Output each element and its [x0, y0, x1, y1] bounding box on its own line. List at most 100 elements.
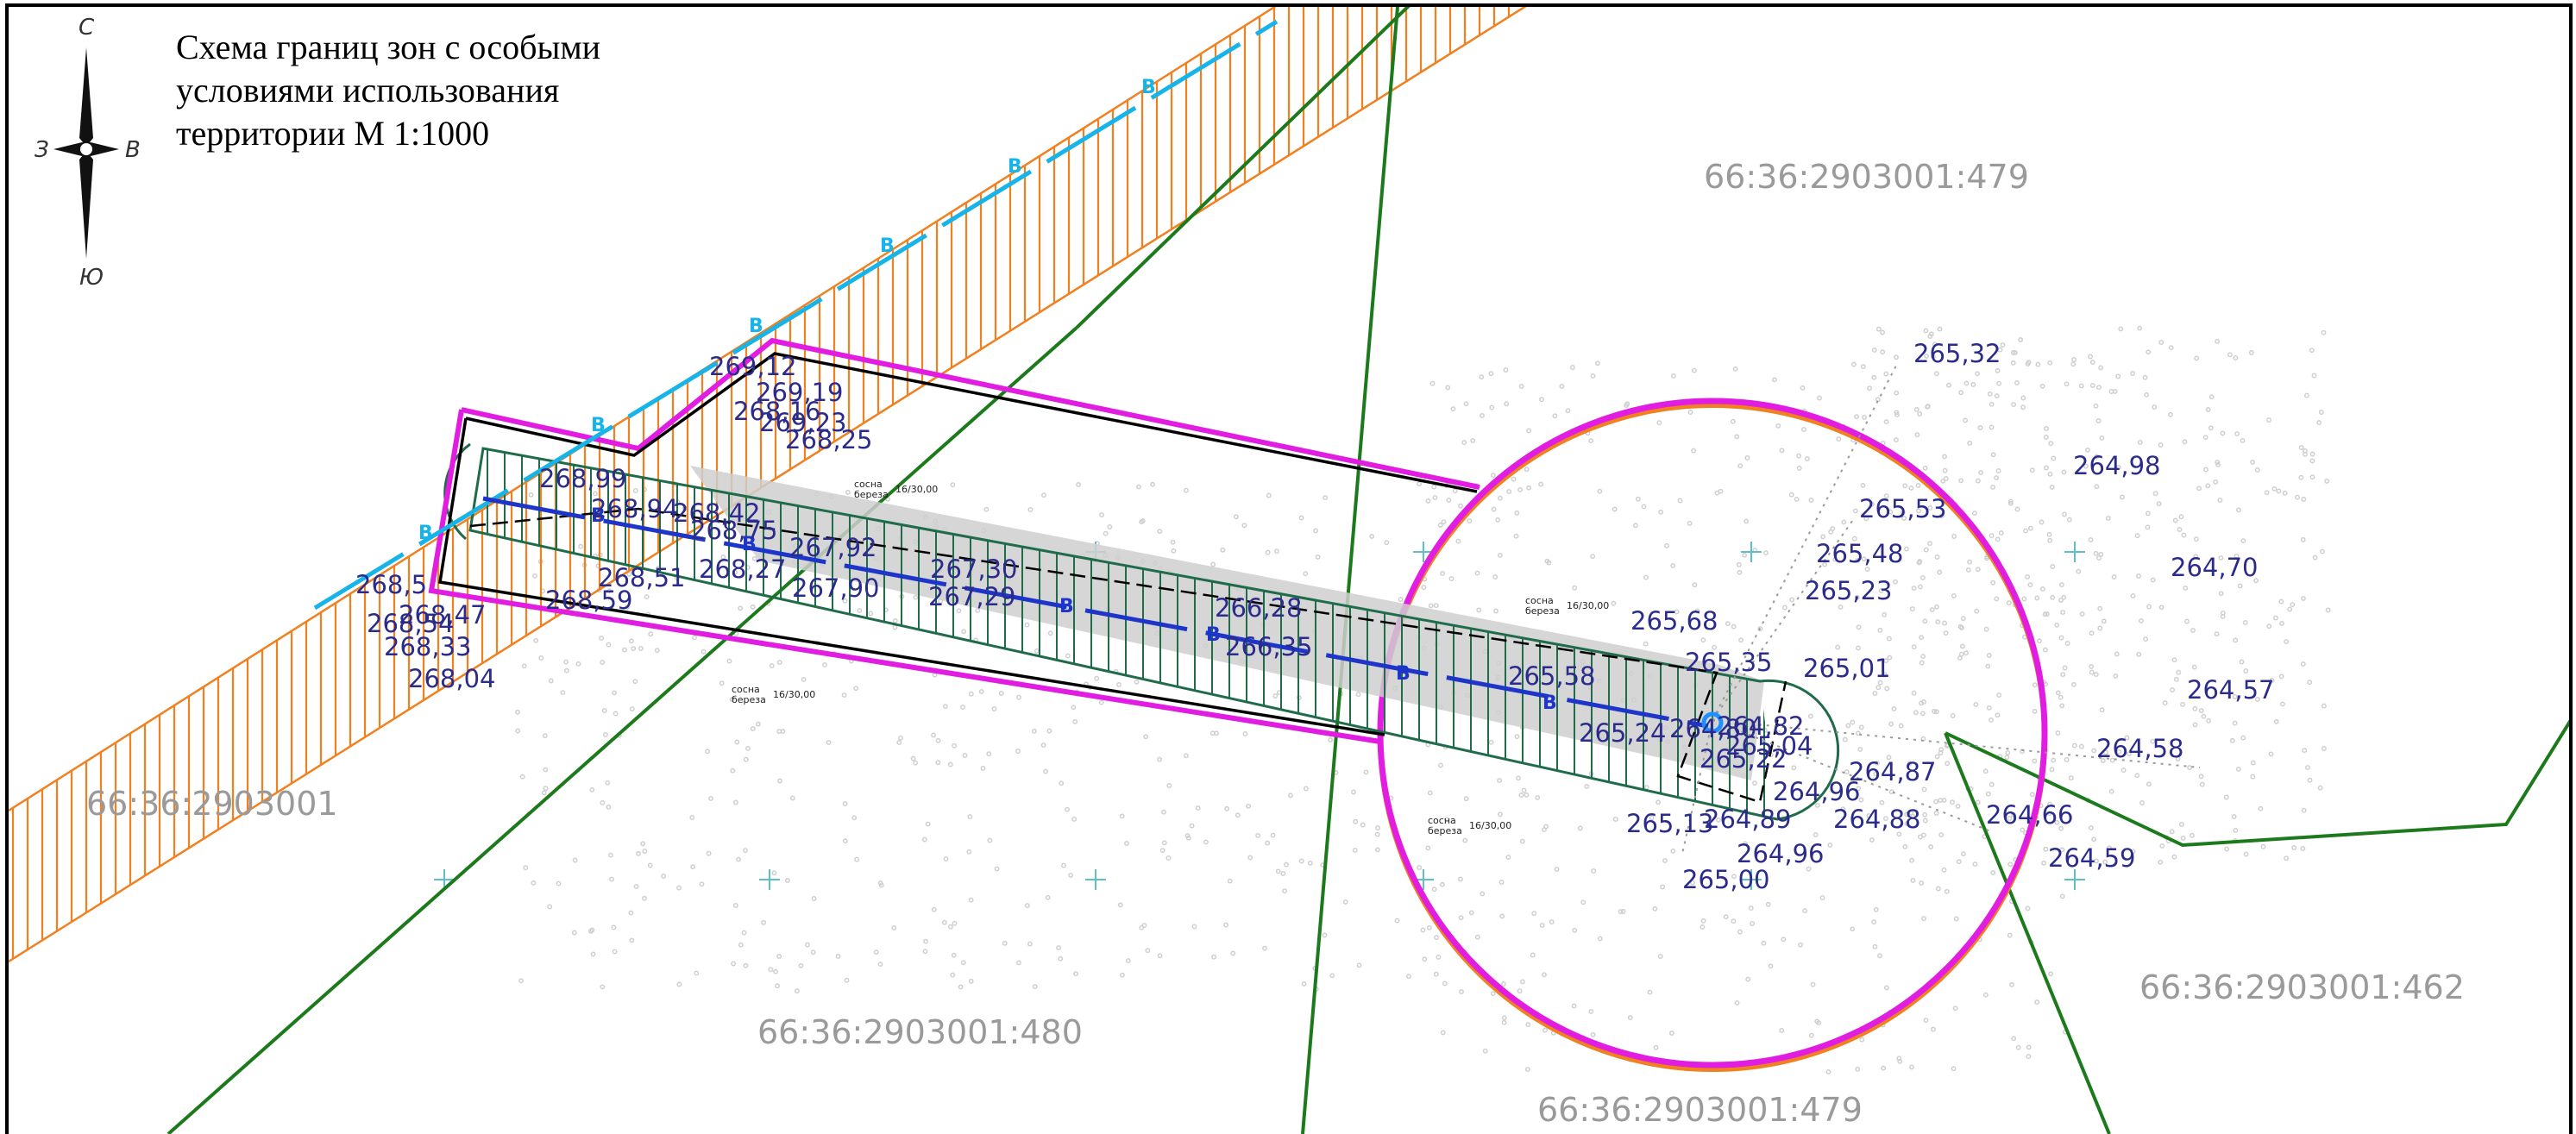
parcel-label-479-top[interactable]: 66:36:2903001:479 [1704, 158, 2029, 196]
elevation-label[interactable]: 265,01 [1803, 654, 1890, 683]
svg-text:сосна: сосна [732, 684, 760, 695]
elevation-labels: 269,12269,19268,16269,23268,25268,99268,… [355, 339, 2274, 894]
elevation-label[interactable]: 264,57 [2187, 675, 2274, 705]
elevation-label[interactable]: 268,99 [539, 464, 626, 493]
elevation-label[interactable]: 265,00 [1682, 865, 1769, 894]
cyan-line-marker: В [1141, 77, 1156, 98]
elevation-label[interactable]: 264,59 [2048, 843, 2135, 873]
elevation-label[interactable]: 264,87 [1849, 757, 1936, 786]
elevation-label[interactable]: 265,13 [1626, 809, 1713, 838]
blue-line-marker: В [1206, 624, 1221, 646]
elevation-label[interactable]: 268,59 [545, 586, 632, 615]
elevation-label[interactable]: 268,5 [355, 570, 427, 599]
elevation-label[interactable]: 268,33 [384, 632, 471, 661]
elevation-label[interactable]: 268,27 [699, 554, 786, 584]
elevation-label[interactable]: 267,30 [930, 554, 1017, 584]
elevation-label[interactable]: 268,25 [785, 425, 872, 454]
svg-text:береза: береза [732, 694, 766, 705]
cyan-line-marker: В [749, 316, 763, 337]
compass-west-needle-icon [53, 142, 86, 156]
elevation-label[interactable]: 267,90 [792, 573, 879, 603]
parcel-label-480[interactable]: 66:36:2903001:480 [757, 1013, 1083, 1051]
map-title: Схема границ зон с особыми условиями исп… [176, 28, 601, 153]
elevation-label[interactable]: 266,28 [1215, 593, 1302, 623]
compass-west-label: З [35, 137, 49, 163]
elevation-label[interactable]: 268,54 [367, 609, 454, 638]
cyan-line-marker: В [418, 523, 433, 544]
elevation-label[interactable]: 268,42 [673, 498, 760, 528]
elevation-label[interactable]: 265,58 [1508, 661, 1595, 691]
well-marker[interactable] [1701, 711, 1724, 734]
blue-line-marker: В [1396, 663, 1411, 685]
elevation-label[interactable]: 266,35 [1225, 632, 1312, 661]
elevation-label[interactable]: 268,75 [690, 516, 777, 545]
svg-text:16/30,00: 16/30,00 [1567, 600, 1609, 611]
black-plot-boundary-lower [437, 417, 1385, 736]
svg-text:сосна: сосна [854, 479, 883, 490]
elevation-label[interactable]: 268,16 [733, 397, 820, 426]
elevation-label[interactable]: 264,96 [1737, 839, 1824, 868]
elevation-label[interactable]: 267,29 [928, 582, 1015, 611]
parcel-label-462[interactable]: 66:36:2903001:462 [2139, 968, 2465, 1006]
elevation-label[interactable]: 265,22 [1700, 744, 1787, 774]
elevation-label[interactable]: 264,70 [2171, 553, 2258, 582]
elevation-label[interactable]: 265,53 [1859, 494, 1946, 523]
parcel-label-479-bottom[interactable]: 66:36:2903001:479 [1537, 1091, 1863, 1129]
elevation-label[interactable]: 264,88 [1833, 805, 1920, 834]
elevation-label[interactable]: 264,80 [1669, 714, 1756, 743]
blue-line-marker: В [1542, 692, 1557, 714]
elevation-label[interactable]: 267,92 [789, 533, 876, 562]
elevation-label[interactable]: 268,51 [598, 563, 685, 592]
elevation-label[interactable]: 264,82 [1717, 711, 1804, 741]
svg-text:16/30,00: 16/30,00 [773, 689, 815, 700]
blue-cable-line: В В В В В В [482, 496, 1709, 729]
compass-east-needle-icon [86, 142, 119, 156]
svg-text:сосна: сосна [1428, 815, 1456, 826]
elevation-label[interactable]: 264,58 [2096, 734, 2183, 763]
cyan-line-marker: В [591, 415, 606, 436]
compass-north-label: С [79, 15, 95, 41]
elevation-label[interactable]: 264,66 [1986, 800, 2073, 830]
elevation-label[interactable]: 265,04 [1725, 731, 1813, 761]
blue-line-marker: В [1059, 596, 1074, 617]
svg-text:береза: береза [1525, 605, 1560, 617]
elevation-label[interactable]: 268,04 [408, 664, 495, 693]
compass-rose: С Ю З В [35, 15, 141, 291]
elevation-label[interactable]: 269,23 [759, 408, 846, 437]
cyan-cable-line: В В В В В В [313, 19, 1279, 611]
elevation-label[interactable]: 264,98 [2073, 451, 2160, 480]
elevation-label[interactable]: 269,12 [709, 352, 796, 381]
elevation-label[interactable]: 265,68 [1630, 606, 1718, 636]
elevation-label[interactable]: 269,19 [756, 378, 843, 407]
cyan-line-marker: В [1008, 156, 1022, 178]
elevation-label[interactable]: 265,48 [1816, 539, 1903, 568]
svg-text:сосна: сосна [1525, 595, 1554, 606]
parcel-labels: 66:36:2903001:479 66:36:2903001 66:36:29… [86, 158, 2465, 1129]
magenta-parcel-boundary [461, 337, 1480, 490]
cyan-line-marker: В [880, 235, 895, 257]
elevation-label[interactable]: 264,96 [1773, 777, 1860, 806]
compass-north-needle-icon [79, 47, 93, 147]
compass-south-needle-icon [79, 151, 93, 259]
elevation-label[interactable]: 265,23 [1805, 576, 1892, 605]
svg-text:16/30,00: 16/30,00 [1469, 820, 1511, 831]
blue-line-marker: В [742, 534, 757, 555]
green-boundary-lines [166, 7, 2569, 1134]
compass-south-label: Ю [79, 265, 104, 291]
elevation-label[interactable]: 265,24 [1579, 718, 1666, 748]
elevation-label[interactable]: 264,89 [1704, 805, 1791, 834]
elevation-label[interactable]: 265,32 [1913, 339, 2001, 368]
parcel-label-quarter[interactable]: 66:36:2903001 [86, 785, 338, 823]
svg-text:береза: береза [854, 489, 889, 500]
elevation-label[interactable]: 268,94 [591, 494, 678, 523]
svg-text:16/30,00: 16/30,00 [895, 484, 938, 495]
gray-easement-strip [690, 466, 1764, 780]
survey-rays [1681, 361, 2201, 855]
elevation-label[interactable]: 265,35 [1685, 648, 1772, 677]
elevation-label[interactable]: 268,47 [399, 600, 486, 630]
